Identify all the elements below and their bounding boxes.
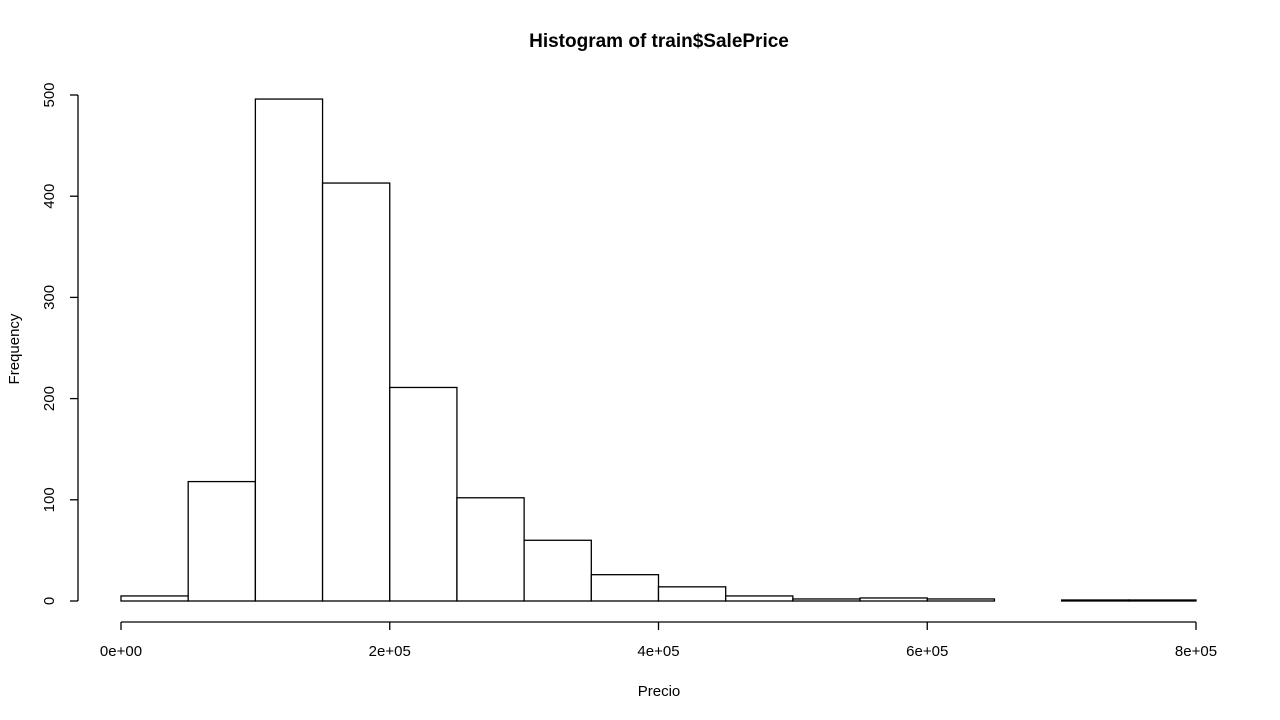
histogram-bar [1128, 599, 1197, 602]
histogram-bar [859, 597, 928, 602]
bars-group [120, 98, 1197, 602]
x-tick-label: 0e+00 [100, 643, 142, 660]
y-axis-label: Frequency [6, 313, 23, 384]
histogram-bar [254, 98, 324, 602]
histogram-bar [926, 598, 996, 602]
y-tick-label: 300 [41, 285, 58, 310]
histogram-bar [590, 574, 660, 602]
y-tick-label: 100 [41, 487, 58, 512]
histogram-bar [187, 480, 257, 602]
histogram-bar [792, 598, 861, 602]
x-axis-label: Precio [638, 683, 681, 700]
histogram-bar [120, 595, 189, 602]
y-tick-label: 0 [41, 597, 58, 605]
x-tick-label: 6e+05 [906, 643, 948, 660]
histogram-bar [523, 539, 592, 602]
histogram-bar [389, 386, 458, 602]
y-tick-label: 200 [41, 386, 58, 411]
histogram-bar [1060, 599, 1130, 602]
histogram-bar [725, 595, 794, 602]
x-tick-label: 8e+05 [1175, 643, 1217, 660]
x-axis: 0e+00 2e+05 4e+05 6e+05 8e+05 [100, 621, 1217, 660]
x-tick-label: 2e+05 [369, 643, 411, 660]
histogram-bar [321, 182, 391, 602]
histogram-bar [456, 497, 525, 602]
y-tick-label: 500 [41, 82, 58, 107]
histogram-bar [657, 586, 727, 602]
y-axis: 0 100 200 300 400 500 [41, 82, 79, 605]
chart-title: Histogram of train$SalePrice [529, 31, 789, 52]
x-tick-label: 4e+05 [637, 643, 679, 660]
y-tick-label: 400 [41, 184, 58, 209]
